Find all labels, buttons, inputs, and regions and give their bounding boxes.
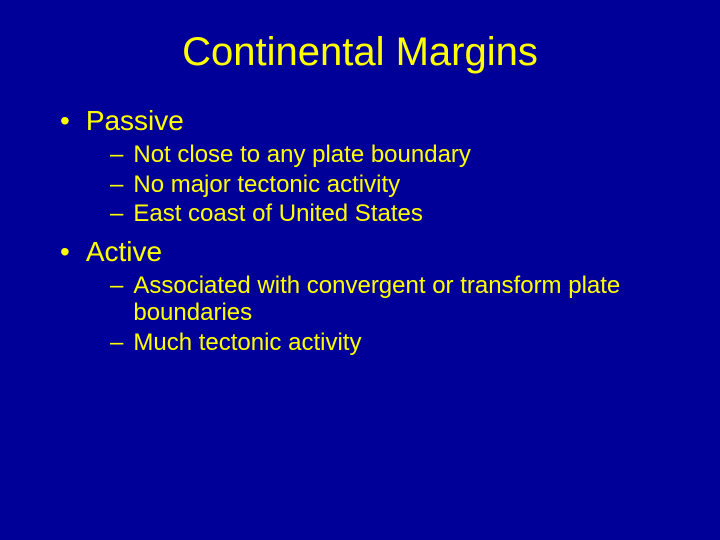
sub-bullet-text: No major tectonic activity (133, 171, 400, 199)
sub-bullet: – Much tectonic activity (110, 329, 680, 357)
slide-title: Continental Margins (40, 30, 680, 75)
dash-marker-icon: – (110, 329, 123, 357)
sub-bullet: – Not close to any plate boundary (110, 141, 680, 169)
sub-bullet: – No major tectonic activity (110, 171, 680, 199)
sub-bullet: – Associated with convergent or transfor… (110, 272, 680, 327)
bullet-passive: • Passive (60, 105, 680, 137)
slide: Continental Margins • Passive – Not clos… (0, 0, 720, 540)
bullet-text: Passive (86, 105, 184, 137)
bullet-active: • Active (60, 236, 680, 268)
sub-bullet-text: Not close to any plate boundary (133, 141, 471, 169)
bullet-text: Active (86, 236, 162, 268)
sub-bullet-text: East coast of United States (133, 200, 423, 228)
bullet-marker-icon: • (60, 236, 70, 268)
sub-bullet: – East coast of United States (110, 200, 680, 228)
sub-bullet-text: Associated with convergent or transform … (133, 272, 680, 327)
dash-marker-icon: – (110, 272, 123, 300)
dash-marker-icon: – (110, 141, 123, 169)
sub-bullet-text: Much tectonic activity (133, 329, 361, 357)
dash-marker-icon: – (110, 200, 123, 228)
dash-marker-icon: – (110, 171, 123, 199)
bullet-marker-icon: • (60, 105, 70, 137)
